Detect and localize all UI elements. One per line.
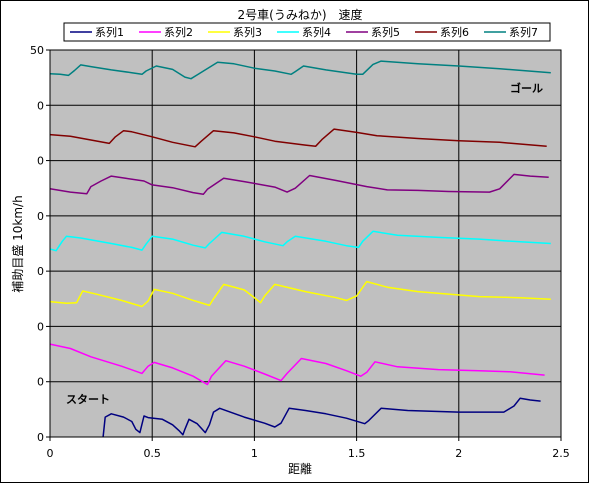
plot-border: [49, 49, 562, 438]
y-tick-label: 0: [37, 320, 44, 333]
legend-label: 系列7: [509, 25, 538, 39]
gridlines: [50, 50, 561, 437]
x-tick-label: 0.5: [143, 447, 161, 460]
chart-title: 2号車(うみねか) 速度: [238, 7, 363, 22]
annotation-goal: ゴール: [510, 81, 543, 95]
series-layer: [49, 60, 551, 438]
x-tick-labels: 0 0.5 1 1.5 2 2.5: [47, 437, 570, 460]
y-tick-label: 0: [37, 376, 44, 389]
series-line-1: [102, 397, 541, 438]
legend-label: 系列6: [440, 25, 469, 39]
legend: 系列1 系列2 系列3 系列4 系列5 系列6 系列7: [63, 22, 551, 42]
plot-area: [50, 50, 561, 437]
series-line-4: [49, 230, 551, 252]
y-tick-label: 0: [37, 99, 44, 112]
legend-label: 系列3: [233, 25, 262, 39]
series-line-2: [49, 343, 545, 386]
y-axis-title: 補助目盛 10km/h: [10, 195, 25, 292]
legend-label: 系列2: [164, 25, 193, 39]
x-tick-label: 1: [251, 447, 258, 460]
x-tick-label: 0: [47, 447, 54, 460]
series-line-7: [49, 60, 551, 80]
series-line-6: [49, 128, 547, 148]
y-tick-label: 0: [37, 431, 44, 444]
x-tick-label: 2.5: [552, 447, 570, 460]
x-axis-title: 距離: [288, 462, 312, 476]
legend-label: 系列4: [302, 25, 331, 39]
y-tick-label: 0: [37, 155, 44, 168]
series-line-5: [49, 173, 549, 196]
x-tick-label: 1.5: [348, 447, 366, 460]
series-line-3: [49, 280, 551, 308]
legend-label: 系列5: [371, 25, 400, 39]
y-tick-labels: 0 0 0 0 0 0 0 50: [30, 44, 50, 444]
y-tick-label: 0: [37, 210, 44, 223]
x-tick-label: 2: [455, 447, 462, 460]
legend-label: 系列1: [95, 25, 124, 39]
y-tick-label: 50: [30, 44, 44, 57]
y-tick-label: 0: [37, 265, 44, 278]
annotation-start: スタート: [66, 393, 110, 406]
